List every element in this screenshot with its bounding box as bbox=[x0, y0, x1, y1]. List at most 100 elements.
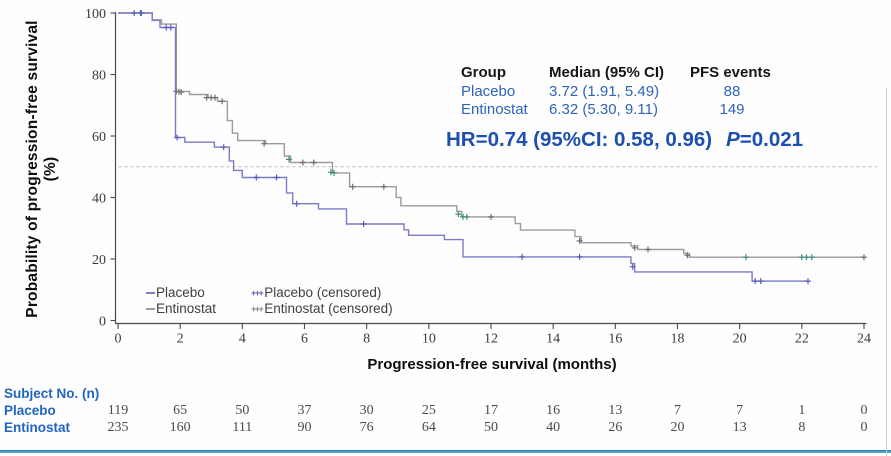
censor-mark bbox=[299, 159, 306, 166]
risk-count: 1 bbox=[798, 403, 806, 418]
entinostat-line-marker bbox=[146, 308, 155, 310]
x-tick-label: 18 bbox=[670, 332, 684, 347]
risk-count: 20 bbox=[670, 420, 685, 435]
censor-mark bbox=[212, 94, 218, 101]
censor-mark bbox=[138, 10, 145, 16]
censor-mark bbox=[131, 10, 138, 16]
censor-mark bbox=[380, 183, 387, 190]
censor-mark bbox=[576, 253, 583, 260]
risk-count: 160 bbox=[169, 420, 191, 435]
risk-count: 13 bbox=[732, 420, 747, 435]
y-axis-title: Probability of progression-free survival… bbox=[24, 20, 59, 318]
censor-mark bbox=[220, 144, 227, 151]
risk-count: 13 bbox=[608, 403, 623, 418]
risk-count: 25 bbox=[421, 403, 436, 418]
risk-count: 90 bbox=[297, 420, 312, 435]
x-tick-label: 14 bbox=[546, 332, 560, 347]
x-tick-label: 20 bbox=[733, 332, 747, 347]
risk-count: 64 bbox=[421, 420, 436, 435]
hazard-ratio-text: HR=0.74 (95%CI: 0.58, 0.96) P=0.021 bbox=[446, 128, 803, 152]
censor-mark bbox=[488, 213, 494, 220]
placebo-curve bbox=[118, 12, 808, 282]
placebo-line-marker bbox=[146, 292, 155, 294]
annotation-row-entinostat-group: Entinostat bbox=[461, 101, 528, 118]
legend-label: Placebo (censored) bbox=[264, 285, 382, 300]
risk-count: 8 bbox=[798, 420, 806, 435]
p-value-symbol: P bbox=[726, 128, 740, 151]
censor-mark bbox=[219, 98, 226, 105]
legend-label: Entinostat bbox=[156, 301, 217, 316]
censor-mark bbox=[174, 134, 181, 141]
entinostat-censored-marker: +++ bbox=[251, 304, 264, 314]
annotation-row-placebo-events: 88 bbox=[723, 83, 741, 100]
x-tick-label: 12 bbox=[484, 332, 498, 347]
hr-value-text: HR=0.74 (95%CI: 0.58, 0.96) bbox=[446, 128, 713, 151]
x-axis-title: Progression-free survival (months) bbox=[367, 356, 617, 373]
legend-item-entinostat: Entinostat bbox=[146, 301, 216, 316]
risk-count: 111 bbox=[232, 420, 253, 435]
legend-label: Placebo bbox=[156, 285, 205, 300]
p-value-text: =0.021 bbox=[739, 128, 804, 151]
y-tick-label: 20 bbox=[92, 253, 106, 268]
censor-mark bbox=[178, 89, 185, 95]
x-tick-label: 10 bbox=[422, 332, 436, 347]
x-tick-label: 4 bbox=[239, 332, 246, 347]
censor-mark bbox=[805, 278, 811, 285]
censor-mark bbox=[455, 211, 462, 218]
risk-row-label-entinostat: Entinostat bbox=[4, 420, 70, 435]
censor-mark bbox=[576, 237, 583, 244]
censor-mark bbox=[684, 252, 691, 259]
risk-count: 7 bbox=[673, 403, 681, 418]
legend-item-entinostat-censored: +++ Entinostat (censored) bbox=[251, 301, 393, 316]
censor-mark bbox=[742, 254, 749, 261]
risk-count: 235 bbox=[107, 420, 129, 435]
annotation-row-entinostat-events: 149 bbox=[719, 101, 745, 118]
annotation-header-median: Median (95% CI) bbox=[549, 64, 665, 81]
x-tick-label: 6 bbox=[301, 332, 308, 347]
entinostat-curve bbox=[118, 12, 866, 258]
y-tick-label: 60 bbox=[92, 130, 106, 145]
risk-count: 50 bbox=[235, 403, 250, 418]
axes bbox=[114, 12, 867, 325]
risk-count: 16 bbox=[546, 403, 561, 418]
annotation-row-placebo-group: Placebo bbox=[461, 83, 516, 100]
right-edge-line bbox=[886, 88, 887, 456]
risk-count: 0 bbox=[860, 420, 868, 435]
censor-mark bbox=[293, 200, 300, 207]
censor-mark bbox=[331, 169, 337, 176]
censor-mark bbox=[310, 159, 317, 166]
x-tick-label: 2 bbox=[177, 332, 184, 347]
censor-mark bbox=[167, 24, 174, 31]
x-tick-label: 24 bbox=[857, 332, 871, 347]
censor-mark bbox=[757, 278, 764, 285]
x-tick-label: 0 bbox=[115, 332, 122, 347]
x-tick-label: 16 bbox=[608, 332, 622, 347]
censor-mark bbox=[808, 254, 815, 261]
censor-mark bbox=[752, 278, 759, 285]
annotation-header-events: PFS events bbox=[690, 64, 771, 81]
placebo-censor-marks bbox=[131, 10, 811, 285]
censor-mark bbox=[645, 246, 651, 253]
bottom-rule bbox=[0, 450, 891, 453]
censor-mark bbox=[360, 221, 367, 227]
censor-mark bbox=[803, 254, 810, 261]
risk-row-label-placebo: Placebo bbox=[4, 403, 56, 418]
censor-mark bbox=[273, 174, 280, 181]
censor-mark bbox=[253, 174, 260, 181]
x-tick-label: 8 bbox=[363, 332, 370, 347]
risk-count: 119 bbox=[107, 403, 129, 418]
censor-mark bbox=[631, 244, 638, 251]
legend-item-placebo: Placebo bbox=[146, 285, 205, 300]
censor-mark bbox=[261, 140, 268, 147]
risk-count: 65 bbox=[173, 403, 188, 418]
risk-count: 40 bbox=[546, 420, 561, 435]
risk-count: 17 bbox=[483, 403, 498, 418]
y-tick-label: 80 bbox=[92, 68, 106, 83]
y-tick-label: 100 bbox=[85, 7, 106, 22]
risk-table-title: Subject No. (n) bbox=[4, 386, 100, 401]
x-tick-label: 22 bbox=[795, 332, 809, 347]
risk-count: 37 bbox=[297, 403, 312, 418]
censor-mark bbox=[349, 183, 356, 190]
